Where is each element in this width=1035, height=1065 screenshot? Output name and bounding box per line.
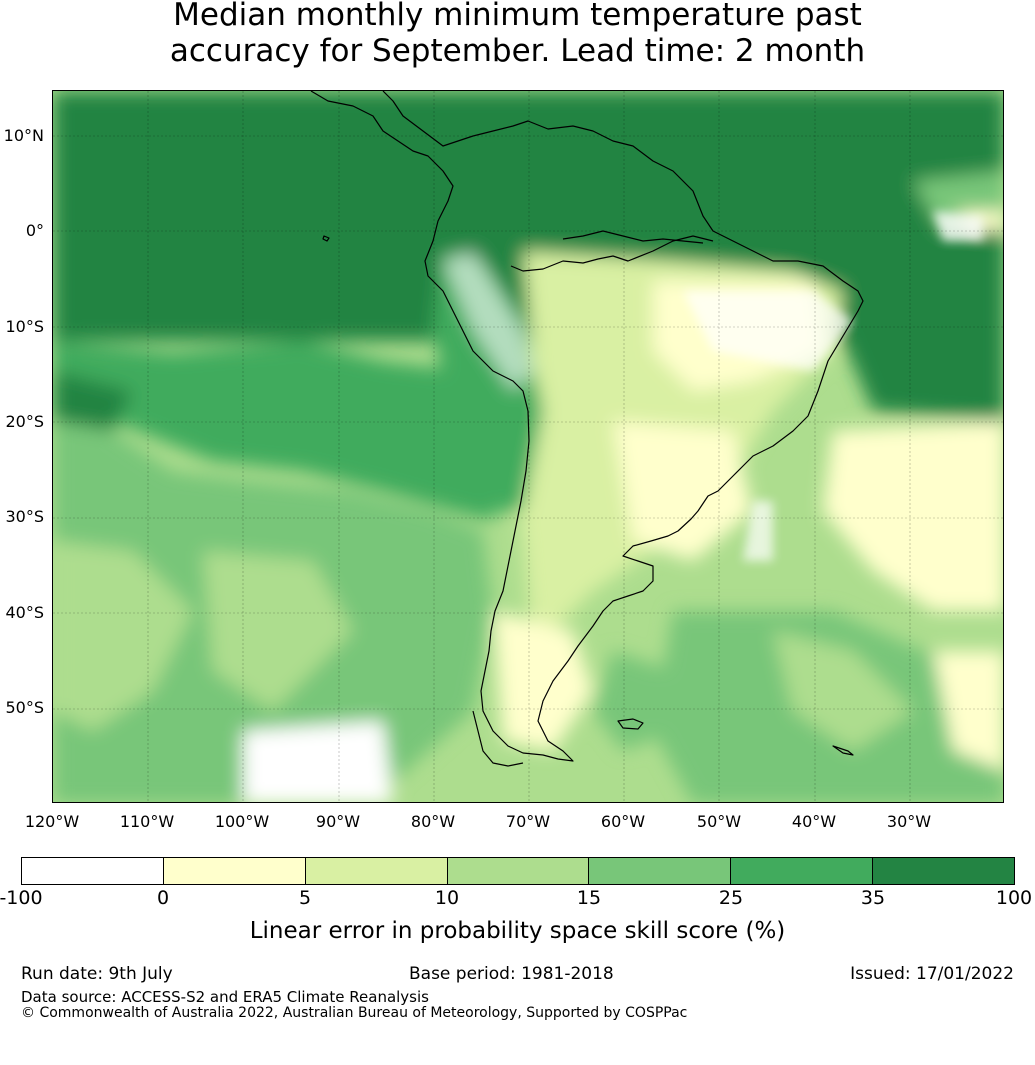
copyright: © Commonwealth of Australia 2022, Austra… [21, 1005, 688, 1021]
colorbar-segment [305, 858, 448, 884]
lon-label-110w: 110°W [119, 812, 175, 831]
lat-label-40s: 40°S [5, 603, 44, 622]
colorbar-tick: 25 [718, 887, 744, 909]
colorbar-segment [731, 858, 874, 884]
colorbar-tick: 35 [860, 887, 886, 909]
lon-label-40w: 40°W [791, 812, 837, 831]
lon-label-90w: 90°W [315, 812, 361, 831]
skill-field [53, 91, 1003, 802]
colorbar-tick: 100 [995, 887, 1033, 909]
lat-label-50s: 50°S [5, 698, 44, 717]
colorbar-tick: 0 [156, 887, 170, 909]
lat-label-20s: 20°S [5, 412, 44, 431]
colorbar-tick: 5 [298, 887, 312, 909]
map-title-line-1: Median monthly minimum temperature past [173, 0, 862, 33]
graticule [53, 91, 1003, 802]
colorbar-segment [873, 858, 1015, 884]
lon-label-30w: 30°W [886, 812, 932, 831]
colorbar-tick: 10 [434, 887, 460, 909]
lon-label-80w: 80°W [410, 812, 456, 831]
lon-label-50w: 50°W [696, 812, 742, 831]
skill-highlights [683, 211, 983, 561]
skill-score-map [52, 90, 1004, 803]
lon-label-70w: 70°W [505, 812, 551, 831]
lon-label-60w: 60°W [600, 812, 646, 831]
colorbar-label: Linear error in probability space skill … [249, 918, 786, 944]
issued-date: Issued: 17/01/2022 [850, 964, 1014, 984]
lon-label-100w: 100°W [214, 812, 270, 831]
lat-label-0: 0° [25, 221, 44, 240]
base-period: Base period: 1981-2018 [409, 964, 614, 984]
map-canvas [53, 91, 1003, 802]
colorbar [21, 857, 1015, 885]
lat-label-10n: 10°N [3, 126, 44, 145]
map-title-line-2: accuracy for September. Lead time: 2 mon… [169, 33, 866, 69]
colorbar-segment [447, 858, 590, 884]
colorbar-tick: -100 [0, 887, 43, 909]
lat-label-10s: 10°S [5, 317, 44, 336]
colorbar-segment [22, 858, 164, 884]
data-source: Data source: ACCESS-S2 and ERA5 Climate … [21, 988, 429, 1006]
colorbar-segment [163, 858, 306, 884]
run-date: Run date: 9th July [21, 964, 173, 984]
coastlines [310, 91, 864, 767]
colorbar-tick: 15 [576, 887, 602, 909]
colorbar-segment [589, 858, 732, 884]
lat-label-30s: 30°S [5, 507, 44, 526]
lon-label-120w: 120°W [24, 812, 80, 831]
